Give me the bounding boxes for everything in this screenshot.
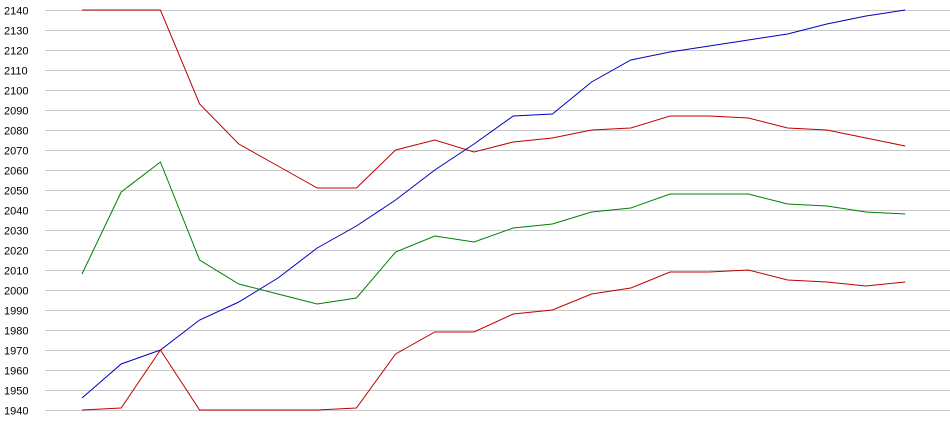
y-tick-label: 2020	[4, 246, 28, 258]
y-tick-label: 2120	[4, 46, 28, 58]
y-tick-label: 1980	[4, 326, 28, 338]
y-tick-label: 2010	[4, 266, 28, 278]
y-tick-label: 2100	[4, 86, 28, 98]
y-tick-label: 1940	[4, 406, 28, 418]
series-line-1	[82, 9, 906, 189]
y-tick-label: 2090	[4, 106, 28, 118]
y-tick-label: 2130	[4, 26, 28, 38]
series-lines	[81, 9, 906, 411]
grid-lines	[45, 10, 950, 411]
y-tick-label: 1950	[4, 386, 28, 398]
y-tick-label: 2080	[4, 126, 28, 138]
y-tick-label: 2070	[4, 146, 28, 158]
y-tick-label: 2030	[4, 226, 28, 238]
y-tick-label: 1990	[4, 306, 28, 318]
y-tick-label: 2110	[4, 66, 28, 78]
y-tick-label: 2050	[4, 186, 28, 198]
series-line-3	[81, 161, 906, 305]
y-tick-label: 1970	[4, 346, 28, 358]
series-line-2	[81, 9, 906, 399]
y-axis-tick-labels: 1940 1950 1960 1970 1980 1990 2000 2010 2020 2030…	[4, 6, 28, 418]
y-tick-label: 2140	[4, 6, 28, 18]
series-line-4	[81, 269, 906, 411]
y-tick-label: 2040	[4, 206, 28, 218]
y-tick-label: 2000	[4, 286, 28, 298]
y-tick-label: 2060	[4, 166, 28, 178]
y-tick-label: 1960	[4, 366, 28, 378]
